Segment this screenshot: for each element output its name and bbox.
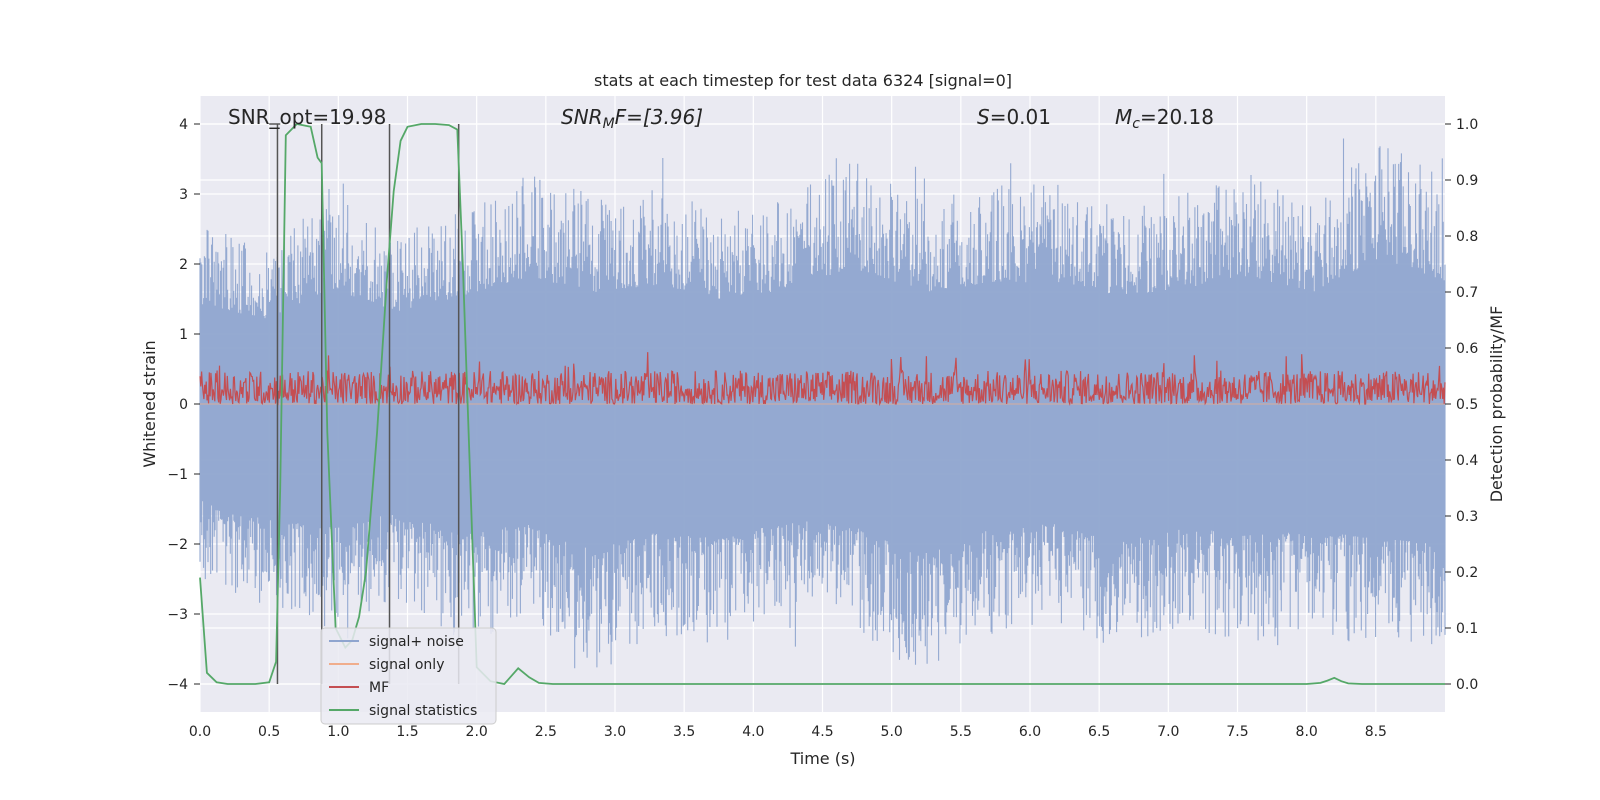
annotation-s-base: S bbox=[977, 105, 990, 129]
y2-tick-label: 0.2 bbox=[1456, 565, 1478, 581]
x-tick-label: 7.5 bbox=[1226, 724, 1248, 740]
y2-tick-label: 1.0 bbox=[1456, 117, 1478, 133]
x-tick-label: 4.0 bbox=[742, 724, 764, 740]
x-tick-label: 6.0 bbox=[1019, 724, 1041, 740]
mf-line bbox=[199, 352, 1446, 407]
y2-axis-label: Detection probability/MF bbox=[1487, 306, 1506, 503]
annotation-snr-mf-base: SNR bbox=[561, 105, 603, 129]
x-tick-label: 2.5 bbox=[535, 724, 557, 740]
x-axis-label: Time (s) bbox=[789, 749, 855, 768]
x-tick-label: 5.0 bbox=[881, 724, 903, 740]
annotation-s: S=0.01 bbox=[977, 105, 1051, 129]
x-tick-label: 1.0 bbox=[327, 724, 349, 740]
annotation-mc-base: M bbox=[1115, 105, 1132, 129]
x-tick-label: 3.5 bbox=[673, 724, 695, 740]
y2-axis-ticks: 1.0 0.9 0.8 0.7 0.6 0.5 0.4 0.3 0.2 0.1 0.0 bbox=[1445, 117, 1478, 693]
x-tick-label: 4.5 bbox=[811, 724, 833, 740]
x-tick-label: 0.0 bbox=[189, 724, 211, 740]
y2-tick-label: 0.3 bbox=[1456, 509, 1478, 525]
legend-label-signal-noise: signal+ noise bbox=[369, 634, 464, 650]
y2-tick-label: 0.1 bbox=[1456, 621, 1478, 637]
chart-title: stats at each timestep for test data 632… bbox=[594, 71, 1012, 90]
signal-statistics-series bbox=[199, 123, 1445, 685]
legend-label-mf: MF bbox=[369, 680, 389, 696]
y-tick-label: −2 bbox=[167, 537, 188, 553]
x-tick-label: 8.5 bbox=[1365, 724, 1387, 740]
legend-label-signal-only: signal only bbox=[369, 657, 444, 673]
annotation-mc-sub: c bbox=[1132, 116, 1140, 132]
annotation-snr-opt: SNR_opt=19.98 bbox=[228, 105, 386, 129]
annotation-snr-mf: SNRMF=[3.96] bbox=[561, 105, 703, 132]
y-tick-label: −1 bbox=[167, 467, 188, 483]
x-axis-ticks: 0.0 0.5 1.0 1.5 2.0 2.5 3.0 3.5 4.0 4.5 5.0 5.5 6.0 6… bbox=[189, 724, 1387, 740]
y-axis-ticks: 4 3 2 1 0 −1 −2 −3 −4 bbox=[167, 117, 200, 693]
y2-tick-label: 0.6 bbox=[1456, 341, 1478, 357]
annotation-s-rest: =0.01 bbox=[990, 105, 1051, 129]
legend: signal+ noise signal only MF signal stat… bbox=[320, 627, 497, 725]
y-tick-label: 1 bbox=[179, 327, 188, 343]
y2-tick-label: 0.7 bbox=[1456, 285, 1478, 301]
y-tick-label: 3 bbox=[179, 187, 188, 203]
x-tick-label: 0.5 bbox=[258, 724, 280, 740]
x-tick-label: 8.0 bbox=[1296, 724, 1318, 740]
x-tick-label: 3.0 bbox=[604, 724, 626, 740]
signal-noise-line bbox=[199, 138, 1446, 669]
y-tick-label: 2 bbox=[179, 257, 188, 273]
y2-tick-label: 0.0 bbox=[1456, 677, 1478, 693]
signal-noise-series bbox=[199, 138, 1446, 669]
y-tick-label: 4 bbox=[179, 117, 188, 133]
legend-label-signal-statistics: signal statistics bbox=[369, 703, 477, 719]
x-tick-label: 2.0 bbox=[466, 724, 488, 740]
y-tick-label: −3 bbox=[167, 607, 188, 623]
y2-tick-label: 0.9 bbox=[1456, 173, 1478, 189]
y2-tick-label: 0.8 bbox=[1456, 229, 1478, 245]
annotation-snr-mf-rest: F=[3.96] bbox=[615, 105, 703, 129]
y-tick-label: −4 bbox=[167, 677, 188, 693]
annotation-mc: Mc=20.18 bbox=[1115, 105, 1214, 132]
x-tick-label: 5.5 bbox=[950, 724, 972, 740]
annotation-mc-rest: =20.18 bbox=[1140, 105, 1214, 129]
signal-statistics-line bbox=[199, 123, 1445, 685]
mf-series bbox=[199, 352, 1446, 407]
x-tick-label: 1.5 bbox=[396, 724, 418, 740]
x-tick-label: 7.0 bbox=[1157, 724, 1179, 740]
y2-tick-label: 0.4 bbox=[1456, 453, 1478, 469]
x-tick-label: 6.5 bbox=[1088, 724, 1110, 740]
y-tick-label: 0 bbox=[179, 397, 188, 413]
legend-box bbox=[320, 627, 497, 725]
annotation-snr-mf-sub: M bbox=[603, 116, 615, 132]
y-axis-label: Whitened strain bbox=[140, 340, 159, 467]
y2-tick-label: 0.5 bbox=[1456, 397, 1478, 413]
